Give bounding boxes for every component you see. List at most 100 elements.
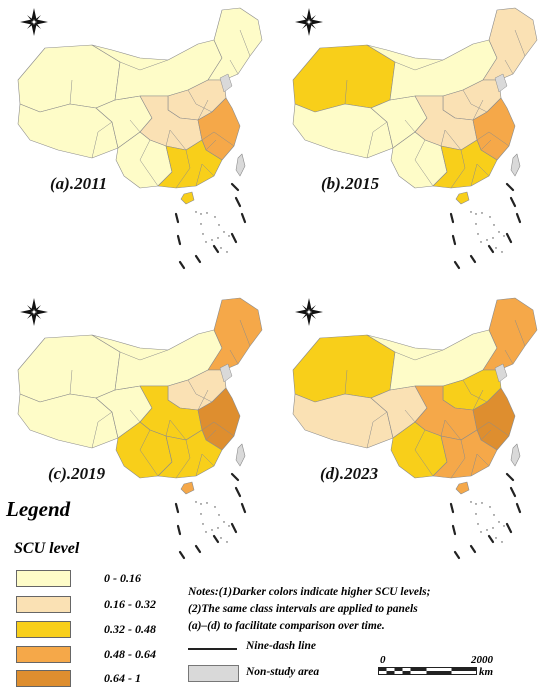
- province-border: [91, 411, 113, 449]
- legend-swatch-4: [16, 646, 71, 663]
- province-border: [129, 409, 141, 423]
- legend-label-2: 0.16 - 0.32: [104, 597, 156, 611]
- non-study-area: [494, 73, 508, 93]
- note-line-2: (2)The same class intervals are applied …: [188, 603, 418, 615]
- map-panel-d: (d).2023: [275, 290, 550, 570]
- scale-bar-graphic: [378, 667, 477, 675]
- legend-label-1: 0 - 0.16: [104, 571, 141, 585]
- nine-dash-line: [174, 472, 247, 560]
- province-border: [129, 119, 141, 133]
- scu-level-title: SCU level: [14, 540, 80, 557]
- compass-icon: [295, 8, 323, 36]
- notes: Notes:(1)Darker colors indicate higher S…: [188, 584, 538, 635]
- non-study-area-symbol: [188, 665, 239, 682]
- province-border: [366, 121, 388, 159]
- province-border: [480, 429, 492, 441]
- province-border: [229, 349, 239, 365]
- south-china-sea-islands: [195, 501, 230, 543]
- province-border: [69, 369, 73, 395]
- province-border: [394, 59, 444, 71]
- non-study-area: [494, 363, 508, 383]
- non-study-area-label: Non-study area: [246, 666, 320, 678]
- compass-icon: [20, 298, 48, 326]
- province-border: [514, 319, 526, 347]
- province-border: [366, 411, 388, 449]
- province-border: [195, 163, 215, 187]
- region-taiwan: [235, 443, 246, 467]
- map-panel-b: (b).2015: [275, 0, 550, 280]
- region-nw: [17, 44, 121, 113]
- legend-label-3: 0.32 - 0.48: [104, 622, 156, 636]
- province-border: [69, 79, 73, 105]
- china-map: [292, 297, 538, 495]
- map-panel-a: (a).2011: [0, 0, 275, 280]
- region-hainan: [455, 481, 470, 495]
- province-border: [404, 409, 416, 423]
- province-border: [187, 379, 213, 403]
- province-border: [450, 149, 466, 189]
- nine-dash-line-label: Nine-dash line: [246, 640, 316, 652]
- province-border: [344, 369, 348, 395]
- legend-swatch-1: [16, 570, 71, 587]
- region-east: [197, 97, 241, 161]
- province-border: [119, 59, 169, 71]
- region-east: [472, 97, 516, 161]
- region-nw: [17, 334, 121, 403]
- region-nw: [292, 334, 396, 403]
- province-border: [344, 79, 348, 105]
- region-taiwan: [510, 443, 521, 467]
- scale-unit-label: km: [479, 666, 494, 678]
- region-hainan: [180, 191, 195, 205]
- legend-swatch-3: [16, 621, 71, 638]
- panel-label-b: (b).2015: [321, 174, 380, 193]
- province-border: [187, 89, 213, 113]
- note-line-1: Notes:(1)Darker colors indicate higher S…: [188, 586, 431, 598]
- province-border: [139, 429, 159, 477]
- province-border: [440, 419, 462, 441]
- province-border: [450, 439, 466, 479]
- province-border: [197, 99, 209, 121]
- map-b-svg: [292, 7, 538, 270]
- province-border: [205, 139, 217, 151]
- province-border: [139, 139, 159, 187]
- nine-dash-line: [174, 182, 247, 270]
- province-border: [470, 163, 490, 187]
- map-panel-c: (c).2019: [0, 290, 275, 570]
- china-map: [17, 7, 263, 205]
- panel-label-a: (a).2011: [50, 174, 108, 193]
- compass-icon: [20, 8, 48, 36]
- province-border: [514, 29, 526, 57]
- region-taiwan: [235, 153, 246, 177]
- province-border: [414, 429, 434, 477]
- province-border: [476, 131, 510, 147]
- province-border: [476, 421, 510, 437]
- province-border: [462, 89, 488, 113]
- province-border: [119, 349, 169, 361]
- province-border: [414, 139, 434, 187]
- scale-max-label: 2000: [471, 654, 493, 666]
- panel-label-d: (d).2023: [320, 464, 379, 483]
- province-border: [504, 349, 514, 365]
- region-taiwan: [510, 153, 521, 177]
- province-border: [205, 429, 217, 441]
- map-d-svg: [292, 297, 538, 560]
- region-east: [197, 387, 241, 451]
- province-border: [394, 349, 444, 361]
- scale-zero-label: 0: [380, 654, 386, 666]
- province-border: [229, 59, 239, 75]
- province-border: [197, 389, 209, 411]
- province-border: [195, 453, 215, 477]
- non-study-area: [219, 73, 233, 93]
- legend-swatch-5: [16, 670, 71, 687]
- nine-dash-line: [449, 182, 522, 270]
- region-nw: [292, 44, 396, 113]
- province-border: [472, 99, 484, 121]
- note-line-3: (a)–(d) to facilitate comparison over ti…: [188, 620, 385, 632]
- region-hainan: [455, 191, 470, 205]
- region-hainan: [180, 481, 195, 495]
- map-c-svg: [17, 297, 263, 560]
- province-border: [165, 129, 187, 151]
- china-map: [17, 297, 263, 495]
- province-border: [91, 121, 113, 159]
- compass-icon: [295, 298, 323, 326]
